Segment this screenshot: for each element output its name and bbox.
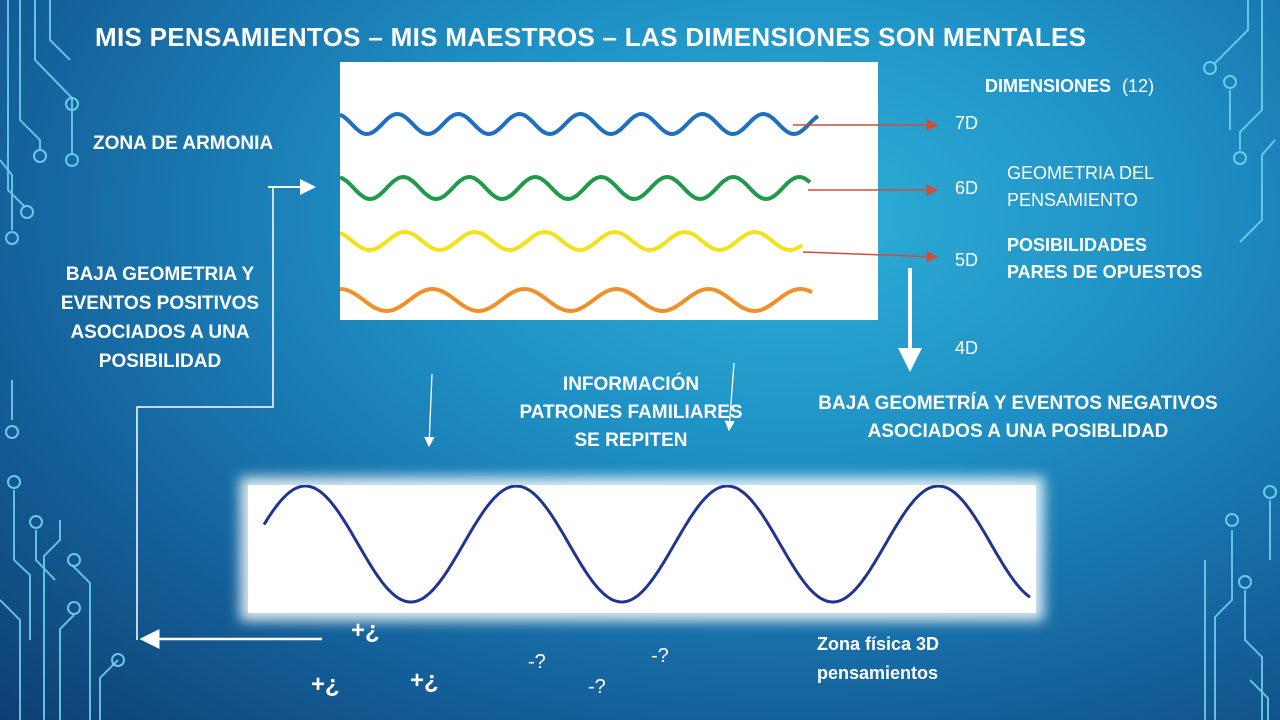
page-title: MIS PENSAMIENTOS – MIS MAESTROS – LAS DI… xyxy=(95,22,1087,52)
dim-7d-label: 7D xyxy=(955,113,979,133)
posibilidades-block: POSIBILIDADES PARES DE OPUESTOS xyxy=(1007,232,1202,286)
wave-4d xyxy=(340,286,813,314)
physical-wave xyxy=(262,485,1031,604)
info-line3: SE REPITEN xyxy=(574,430,688,451)
wave-7d xyxy=(340,111,820,137)
wave-3d xyxy=(262,485,1031,604)
dim-6d-label: 6D xyxy=(955,178,979,198)
plus-symbol-3: +¿ xyxy=(410,667,439,694)
plus-symbol-1: +¿ xyxy=(351,617,380,644)
zona-fisica-line2: pensamientos xyxy=(817,663,939,683)
posibilidades-line2: PARES DE OPUESTOS xyxy=(1007,262,1203,282)
dim-5d-label: 5D xyxy=(955,250,979,270)
minus-symbol-1: -? xyxy=(528,651,546,673)
geometria-line1: GEOMETRIA DEL xyxy=(1007,163,1155,183)
feedback-line xyxy=(136,187,274,640)
wave-5d xyxy=(340,229,804,253)
baja-positivos-block: BAJA GEOMETRIA Y EVENTOS POSITIVOS ASOCI… xyxy=(44,260,276,376)
zona-armonia-label: ZONA DE ARMONIA xyxy=(93,133,274,154)
posibilidades-line1: POSIBILIDADES xyxy=(1007,235,1148,255)
info-line2: PATRONES FAMILIARES xyxy=(519,402,743,423)
dim-4d-label: 4D xyxy=(955,338,979,358)
physical-wave-panel xyxy=(248,485,1036,613)
dimensiones-heading: DIMENSIONES (12) xyxy=(985,76,1154,97)
dimension-waves-panel xyxy=(340,62,878,320)
dimensiones-count: (12) xyxy=(1122,76,1155,96)
baja-negativos-block: BAJA GEOMETRÍA Y EVENTOS NEGATIVOS ASOCI… xyxy=(790,390,1246,446)
baja-positivos-line4: POSIBILIDAD xyxy=(98,351,222,372)
info-line1: INFORMACIÓN xyxy=(562,374,700,395)
zona-fisica-block: Zona física 3D pensamientos xyxy=(817,630,939,688)
baja-positivos-line2: EVENTOS POSITIVOS xyxy=(60,293,260,314)
wave-6d xyxy=(340,174,812,202)
zona-fisica-line1: Zona física 3D xyxy=(817,634,940,654)
minus-symbol-2: -? xyxy=(651,645,669,667)
geometria-line2: PENSAMIENTO xyxy=(1007,190,1138,210)
baja-negativos-line1: BAJA GEOMETRÍA Y EVENTOS NEGATIVOS xyxy=(818,393,1218,414)
baja-negativos-line2: ASOCIADOS A UNA POSIBLIDAD xyxy=(867,421,1169,442)
geometria-pensamiento: GEOMETRIA DEL PENSAMIENTO xyxy=(1007,160,1154,214)
dimensiones-title: DIMENSIONES xyxy=(985,76,1112,96)
arrow-5d xyxy=(802,250,939,263)
baja-positivos-line3: ASOCIADOS A UNA xyxy=(70,322,250,343)
arrow-down-left xyxy=(424,373,435,448)
minus-symbol-3: -? xyxy=(588,676,606,698)
baja-positivos-line1: BAJA GEOMETRIA Y xyxy=(65,264,255,285)
plus-symbol-2: +¿ xyxy=(311,671,340,698)
dimension-waves xyxy=(340,111,820,314)
info-block: INFORMACIÓN PATRONES FAMILIARES SE REPIT… xyxy=(500,371,762,455)
arrow-down-right xyxy=(724,362,735,432)
